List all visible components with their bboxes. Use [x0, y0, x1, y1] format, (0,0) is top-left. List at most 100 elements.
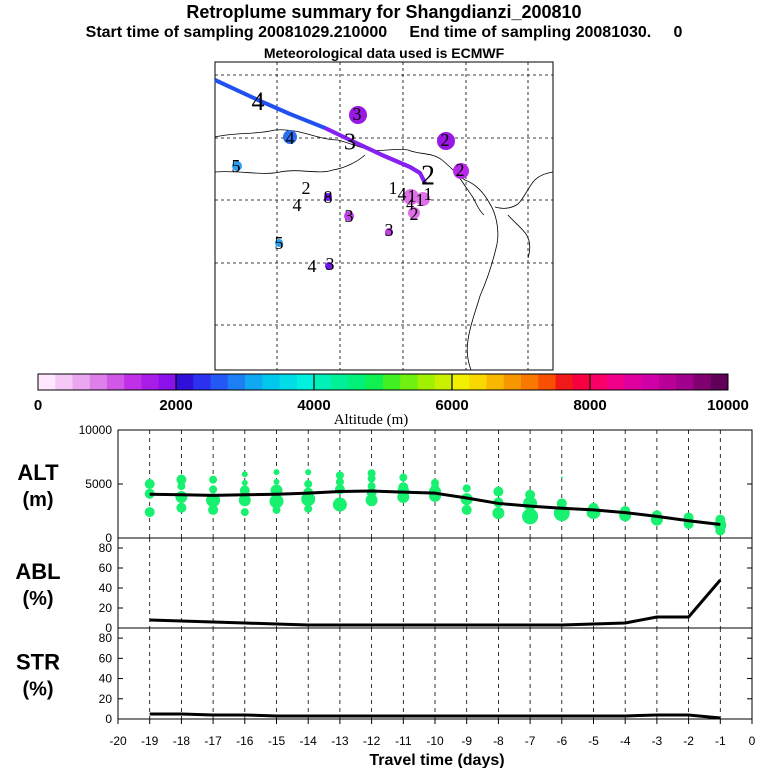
map-cluster-dot: [283, 130, 297, 144]
colorbar-segment: [572, 374, 591, 390]
colorbar-segment: [590, 374, 608, 390]
series-line-abl: [149, 579, 722, 627]
colorbar-tick-label: 0: [34, 397, 42, 414]
x-tick-label: -10: [426, 734, 444, 748]
colorbar-segment: [227, 374, 246, 390]
series-line-alt: [149, 489, 721, 526]
colorbar-segment: [72, 374, 91, 390]
sampling-times: Start time of sampling 20081029.210000 E…: [85, 24, 683, 41]
colorbar-segment: [607, 374, 625, 390]
y-tick-label: 5000: [85, 477, 112, 491]
alt-cluster-point: [208, 504, 219, 515]
alt-cluster-point: [273, 478, 280, 485]
colorbar-segment: [365, 374, 384, 390]
colorbar-segment: [676, 374, 694, 390]
alt-cluster-point: [586, 505, 601, 520]
x-tick-label: -20: [109, 734, 127, 748]
map-day-label: 3: [385, 220, 394, 240]
colorbar-segment: [158, 374, 177, 390]
map-day-label: 2: [410, 204, 419, 224]
x-tick-label: -2: [683, 734, 694, 748]
map-day-label: 1: [416, 190, 425, 210]
y-tick-label: 20: [99, 601, 113, 615]
panel-frame: [117, 627, 753, 720]
alt-cluster-point: [461, 504, 472, 515]
colorbar-tick-label: 4000: [297, 397, 330, 414]
alt-cluster-point: [239, 485, 250, 496]
map-day-label: 1: [424, 184, 433, 204]
colorbar-tick-label: 10000: [707, 397, 749, 414]
map-cluster-dot: [275, 239, 283, 247]
x-tick-label: -1: [715, 734, 726, 748]
colorbar-segment: [710, 374, 729, 390]
alt-cluster-point: [209, 475, 218, 484]
map-cluster-dot: [385, 228, 393, 236]
map-day-label: 5: [275, 233, 284, 253]
y-tick-label: 40: [99, 581, 113, 595]
met-data-source: Meteorological data used is ECMWF: [263, 45, 505, 61]
alt-cluster-point: [175, 490, 188, 503]
map-day-label: 4: [293, 195, 302, 215]
alt-cluster-point: [522, 508, 539, 525]
alt-cluster-point: [335, 471, 344, 480]
alt-cluster-point: [241, 471, 248, 478]
map-cluster-dot: [232, 161, 242, 171]
colorbar-segment: [486, 374, 505, 390]
alt-cluster-point: [304, 504, 313, 513]
map-day-label: 5: [232, 156, 241, 176]
y-tick-label: 20: [99, 692, 113, 706]
alt-cluster-point: [209, 485, 218, 494]
alt-cluster-point: [462, 484, 471, 493]
x-tick-label: -16: [236, 734, 254, 748]
x-tick-label: -3: [652, 734, 663, 748]
panel-unit: (m): [22, 489, 53, 511]
colorbar-tick-label: 8000: [573, 397, 606, 414]
map-day-label: 3: [326, 254, 335, 274]
alt-cluster-point: [365, 494, 378, 507]
alt-cluster-point: [332, 497, 347, 512]
colorbar-segment: [693, 374, 712, 390]
map-grid: [215, 62, 553, 370]
x-tick-label: -9: [461, 734, 472, 748]
y-tick-label: 60: [99, 561, 113, 575]
alt-cluster-point: [493, 486, 504, 497]
alt-cluster-point: [273, 469, 280, 476]
x-tick-label: -17: [204, 734, 222, 748]
map-cluster-dot: [416, 192, 430, 206]
map-day-label: 4: [398, 184, 407, 204]
map-day-label: 4: [286, 128, 295, 148]
map-day-label: 4: [308, 256, 317, 276]
map-cluster-dot: [453, 163, 469, 179]
alt-cluster-point: [397, 490, 410, 503]
alt-cluster-point: [269, 494, 284, 509]
alt-cluster-point: [367, 474, 376, 483]
x-tick-label: -11: [395, 734, 412, 748]
colorbar-segment: [89, 374, 108, 390]
x-tick-label: -6: [556, 734, 567, 748]
alt-cluster-point: [177, 482, 186, 491]
colorbar-segment: [107, 374, 125, 390]
panel-abl: 0 20 40 60 80 ABL (%): [15, 537, 753, 635]
alt-cluster-point: [335, 477, 344, 486]
colorbar-segment: [331, 374, 349, 390]
colorbar-segment: [538, 374, 556, 390]
map-cluster-dot: [437, 132, 455, 150]
colorbar-segment: [641, 374, 660, 390]
colorbar-segment: [210, 374, 229, 390]
colorbar-segment: [434, 374, 453, 390]
x-tick-label: -13: [331, 734, 349, 748]
colorbar-segment: [400, 374, 418, 390]
map-cluster-dot: [344, 211, 354, 221]
panel-frame: [117, 537, 753, 629]
alt-cluster-point: [301, 492, 316, 507]
map-day-label: 4: [406, 197, 414, 214]
alt-cluster-point: [238, 494, 251, 507]
colorbar-segment: [469, 374, 487, 390]
colorbar-segment: [314, 374, 332, 390]
panel-unit: (%): [22, 679, 53, 701]
x-tick-label: -8: [493, 734, 504, 748]
y-tick-label: 60: [99, 651, 113, 665]
colorbar-segment: [193, 374, 211, 390]
